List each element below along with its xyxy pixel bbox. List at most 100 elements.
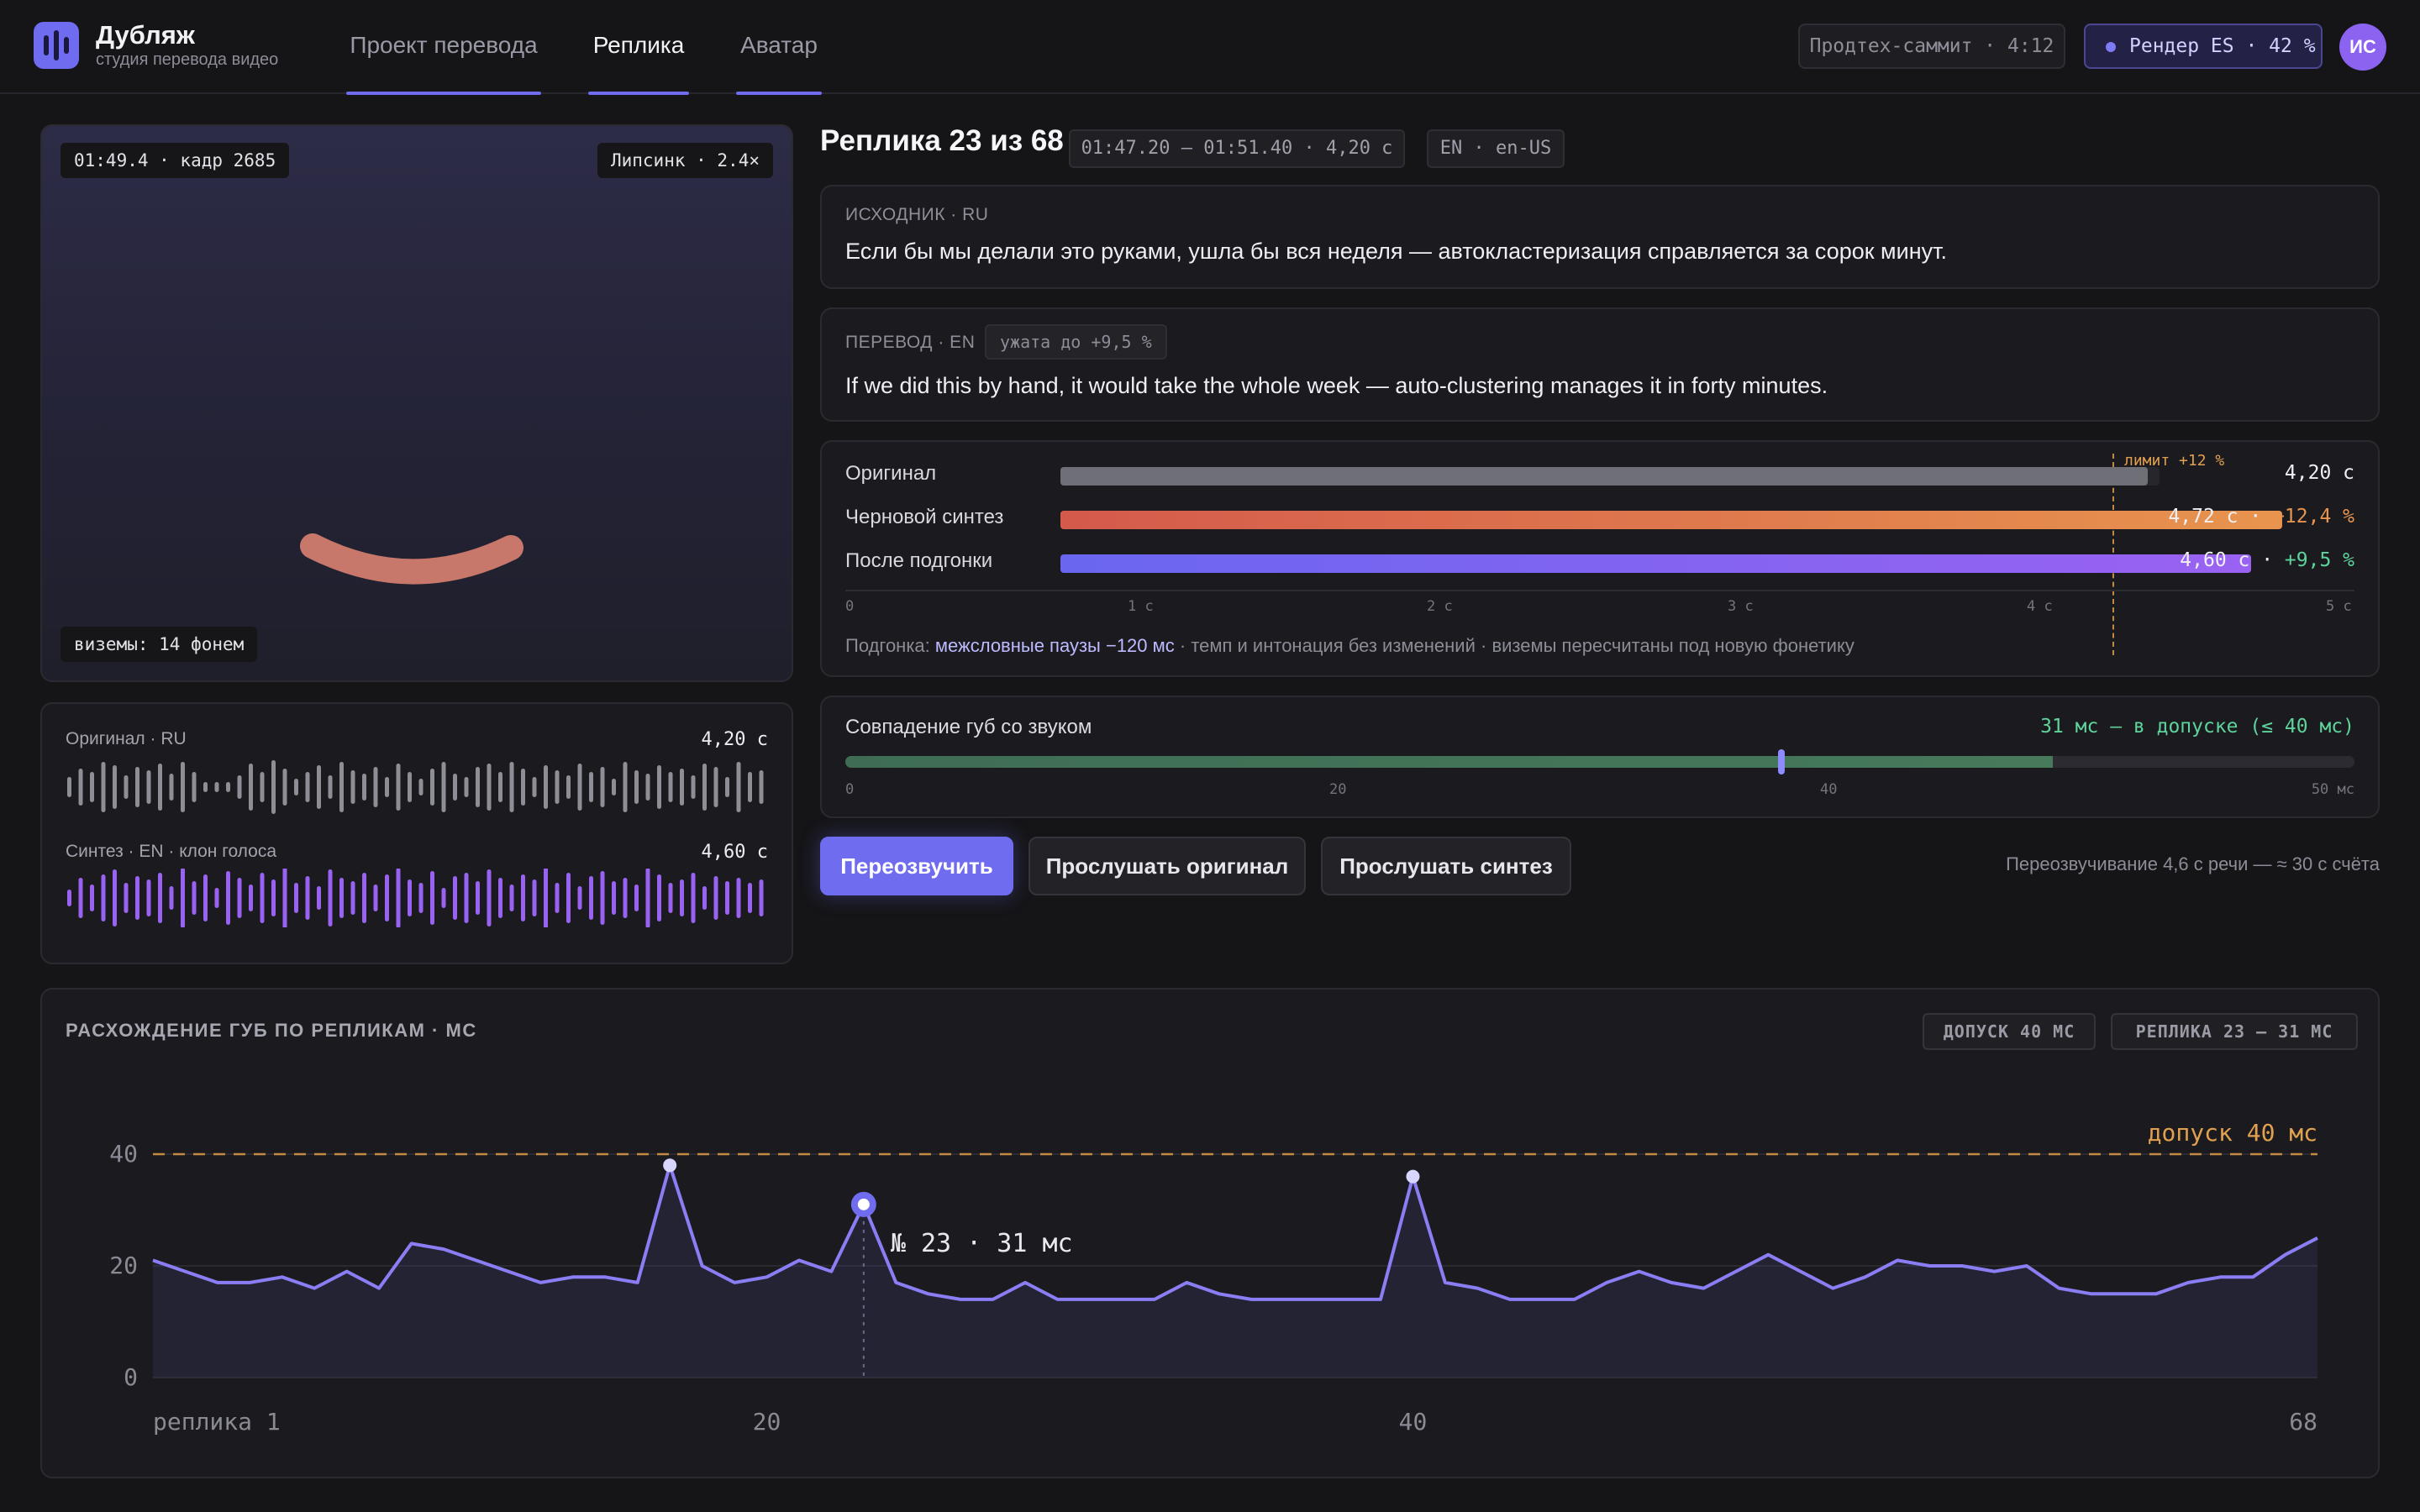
timing-delta: +9,5 % — [2284, 549, 2354, 571]
waveform-bar — [124, 775, 129, 799]
tab-avatar[interactable]: Аватар — [736, 0, 822, 95]
waveform-panel: Оригинал · RU 4,20 с Синтез · EN · клон … — [40, 702, 793, 964]
timing-panel: лимит +12 % Оригинал 4,20 с Черновой син… — [820, 440, 2380, 677]
threshold-label: допуск 40 мс — [2148, 1119, 2317, 1147]
waveform-bar — [759, 879, 764, 916]
current-segment-chip[interactable]: РЕПЛИКА 23 — 31 МС — [2111, 1013, 2358, 1050]
waveform-bar — [589, 876, 593, 920]
sync-track[interactable] — [845, 756, 2354, 768]
waveform-bar — [702, 764, 707, 811]
waveform-original-label: Оригинал · RU — [66, 729, 187, 748]
language-chip[interactable]: EN · en-US — [1427, 129, 1565, 168]
waveform-bar — [67, 890, 71, 906]
translation-panel: ПЕРЕВОД · EN ужата до +9,5 % If we did t… — [820, 307, 2380, 422]
fit-note-rest: · темп и интонация без изменений · визем… — [1174, 635, 1854, 656]
waveform-bar — [203, 874, 208, 921]
waveform-bar — [521, 769, 525, 806]
timing-tick: 1 с — [1128, 598, 1154, 615]
video-preview[interactable]: 01:49.4 · кадр 2685 Липсинк · 2.4× визем… — [40, 124, 793, 682]
timing-bar-original — [1060, 467, 2148, 486]
waveform-bar — [600, 767, 605, 807]
timing-bar-draft — [1060, 511, 2282, 529]
y-tick-label: 40 — [109, 1140, 138, 1168]
waveform-bar — [260, 873, 265, 923]
timing-track-draft — [1060, 511, 2282, 529]
limit-label: лимит +12 % — [2124, 452, 2225, 470]
waveform-bar — [78, 769, 83, 806]
waveform-bar — [498, 878, 502, 918]
waveform-bar — [146, 770, 151, 804]
timing-value-text: 4,20 с — [2284, 462, 2354, 484]
waveform-bar — [453, 876, 457, 920]
waveform-bar — [600, 871, 605, 925]
waveform-bar — [668, 883, 673, 913]
waveform-bar — [544, 765, 548, 809]
waveform-bar — [453, 774, 457, 801]
waveform-bar — [736, 878, 741, 918]
waveform-bar — [544, 869, 548, 927]
waveform-bar — [441, 762, 446, 812]
play-synth-button[interactable]: Прослушать синтез — [1321, 837, 1571, 895]
data-point — [663, 1158, 677, 1173]
waveform-bar — [748, 772, 752, 802]
waveform-bar — [260, 772, 265, 802]
tab-label: Проект перевода — [350, 32, 538, 58]
fit-note-prefix: Подгонка: — [845, 635, 935, 656]
waveform-bar — [668, 772, 673, 802]
app-title: Дубляж — [96, 20, 195, 50]
waveform-bar — [249, 764, 253, 811]
tab-underline — [346, 92, 541, 95]
waveform-bar — [214, 888, 219, 908]
waveform-bar — [90, 772, 94, 802]
timing-row-label: Черновой синтез — [845, 506, 1004, 528]
waveform-bar — [476, 881, 480, 915]
waveform-bar — [339, 878, 344, 918]
waveform-bar — [237, 878, 242, 918]
tab-label: Аватар — [740, 32, 818, 58]
cost-note: Переозвучивание 4,6 с речи — ≈ 30 с счёт… — [2006, 853, 2380, 874]
waveform-bar — [589, 772, 593, 802]
waveform-bar — [385, 874, 389, 921]
render-status-chip[interactable]: Рендер ES · 42 % — [2084, 24, 2323, 69]
series-area — [153, 1165, 2317, 1378]
waveform-bar — [226, 871, 230, 925]
sync-tick: 40 — [1820, 781, 1838, 798]
waveform-bar — [464, 777, 469, 797]
timing-bar-fitted — [1060, 554, 2251, 573]
app-subtitle: студия перевода видео — [96, 50, 279, 69]
waveform-bar — [532, 777, 537, 797]
sync-tick: 0 — [845, 781, 855, 798]
y-tick-label: 0 — [124, 1363, 138, 1391]
waveform-bar — [657, 874, 661, 921]
waveform-bar — [645, 869, 650, 927]
waveform-bar — [328, 869, 333, 927]
waveform-bar — [169, 886, 174, 910]
play-original-button[interactable]: Прослушать оригинал — [1028, 837, 1306, 895]
lipsync-panel: Совпадение губ со звуком 31 мс — в допус… — [820, 696, 2380, 818]
waveform-bar — [566, 873, 571, 923]
timing-value-original: 4,20 с — [2285, 462, 2354, 484]
waveform-bar — [385, 777, 389, 797]
waveform-original[interactable] — [67, 758, 768, 816]
redub-button[interactable]: Переозвучить — [820, 837, 1013, 895]
timing-value-fitted: 4,60 с · +9,5 % — [2180, 549, 2354, 571]
tab-project[interactable]: Проект перевода — [346, 0, 541, 95]
waveform-bar — [294, 883, 298, 913]
x-tick-label: реплика 1 — [153, 1408, 281, 1436]
x-tick-label: 40 — [1399, 1408, 1428, 1436]
waveform-bar — [555, 883, 560, 913]
waveform-bar — [691, 775, 696, 799]
session-chip[interactable]: Продтех-саммит · 4:12 — [1798, 24, 2065, 69]
waveform-synth[interactable] — [67, 869, 768, 927]
status-dot-icon — [2106, 42, 2116, 52]
waveform-bar — [430, 871, 434, 925]
translation-text[interactable]: If we did this by hand, it would take th… — [845, 373, 1828, 398]
sync-indicator[interactable] — [1777, 749, 1785, 774]
waveform-bar — [487, 764, 492, 811]
render-status-text: Рендер ES · 42 % — [2129, 35, 2316, 57]
waveform-bar — [577, 764, 582, 811]
waveform-bar — [464, 873, 469, 923]
divergence-chart[interactable]: 0 20 40 реплика 1 20 40 68 допуск 40 мс № 23 · 3… — [42, 990, 2378, 1477]
user-avatar[interactable]: ИС — [2339, 24, 2386, 71]
tab-segment[interactable]: Реплика — [588, 0, 689, 95]
